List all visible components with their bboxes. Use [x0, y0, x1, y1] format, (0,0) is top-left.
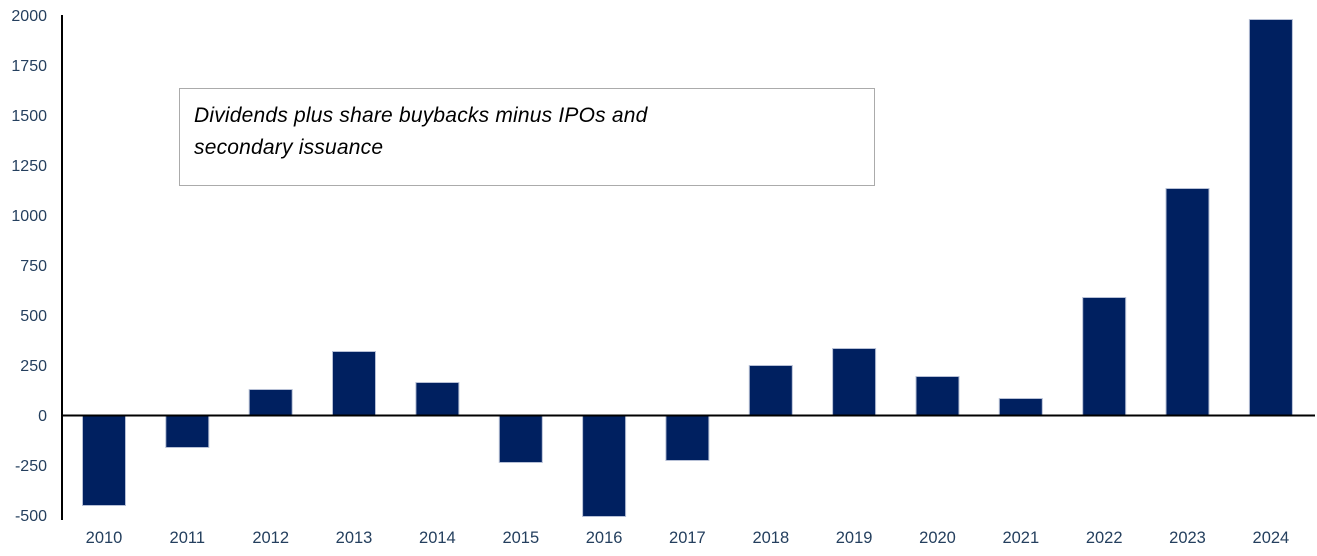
bar-2010 — [82, 415, 126, 506]
y-tick-label-1500: 1500 — [11, 108, 47, 125]
y-tick-label-1250: 1250 — [11, 158, 47, 175]
y-tick-label-750: 750 — [20, 258, 47, 275]
y-tick-label-500: 500 — [20, 308, 47, 325]
y-tick-label--250: -250 — [15, 458, 47, 475]
bar-2018 — [748, 365, 793, 416]
bar-2021 — [998, 398, 1043, 416]
x-tick-label-2019: 2019 — [836, 529, 873, 547]
x-tick-label-2014: 2014 — [419, 529, 456, 547]
x-tick-label-2016: 2016 — [586, 529, 623, 547]
annotation-line-1: Dividends plus share buybacks minus IPOs… — [194, 104, 648, 127]
x-tick-label-2017: 2017 — [669, 529, 706, 547]
x-tick-label-2015: 2015 — [502, 529, 539, 547]
bar-2015 — [498, 415, 543, 463]
y-tick-label-0: 0 — [38, 408, 47, 425]
y-tick-label-1750: 1750 — [11, 58, 47, 75]
x-tick-label-2021: 2021 — [1002, 529, 1039, 547]
x-tick-label-2013: 2013 — [336, 529, 373, 547]
x-tick-label-2024: 2024 — [1253, 529, 1290, 547]
y-tick-label-1000: 1000 — [11, 208, 47, 225]
x-tick-label-2010: 2010 — [86, 529, 123, 547]
bar-2022 — [1082, 297, 1127, 416]
x-tick-label-2012: 2012 — [252, 529, 289, 547]
bar-2019 — [832, 348, 877, 416]
x-tick-label-2020: 2020 — [919, 529, 956, 547]
bar-2011 — [165, 415, 210, 448]
bar-2016 — [582, 415, 627, 517]
x-tick-label-2018: 2018 — [752, 529, 789, 547]
bar-2012 — [248, 389, 293, 416]
y-tick-label-250: 250 — [20, 358, 47, 375]
y-tick-label-2000: 2000 — [11, 8, 47, 25]
bar-2013 — [332, 351, 376, 416]
bar-2023 — [1165, 188, 1210, 416]
bar-2014 — [415, 382, 460, 416]
y-tick-label--500: -500 — [15, 508, 47, 525]
annotation-line-2: secondary issuance — [194, 136, 384, 159]
x-tick-label-2023: 2023 — [1169, 529, 1206, 547]
bar-2024 — [1248, 19, 1293, 416]
bar-2020 — [915, 376, 960, 416]
x-tick-label-2022: 2022 — [1086, 529, 1123, 547]
annotation-box: Dividends plus share buybacks minus IPOs… — [179, 88, 875, 186]
x-tick-label-2011: 2011 — [170, 529, 205, 547]
bar-2017 — [665, 415, 710, 461]
